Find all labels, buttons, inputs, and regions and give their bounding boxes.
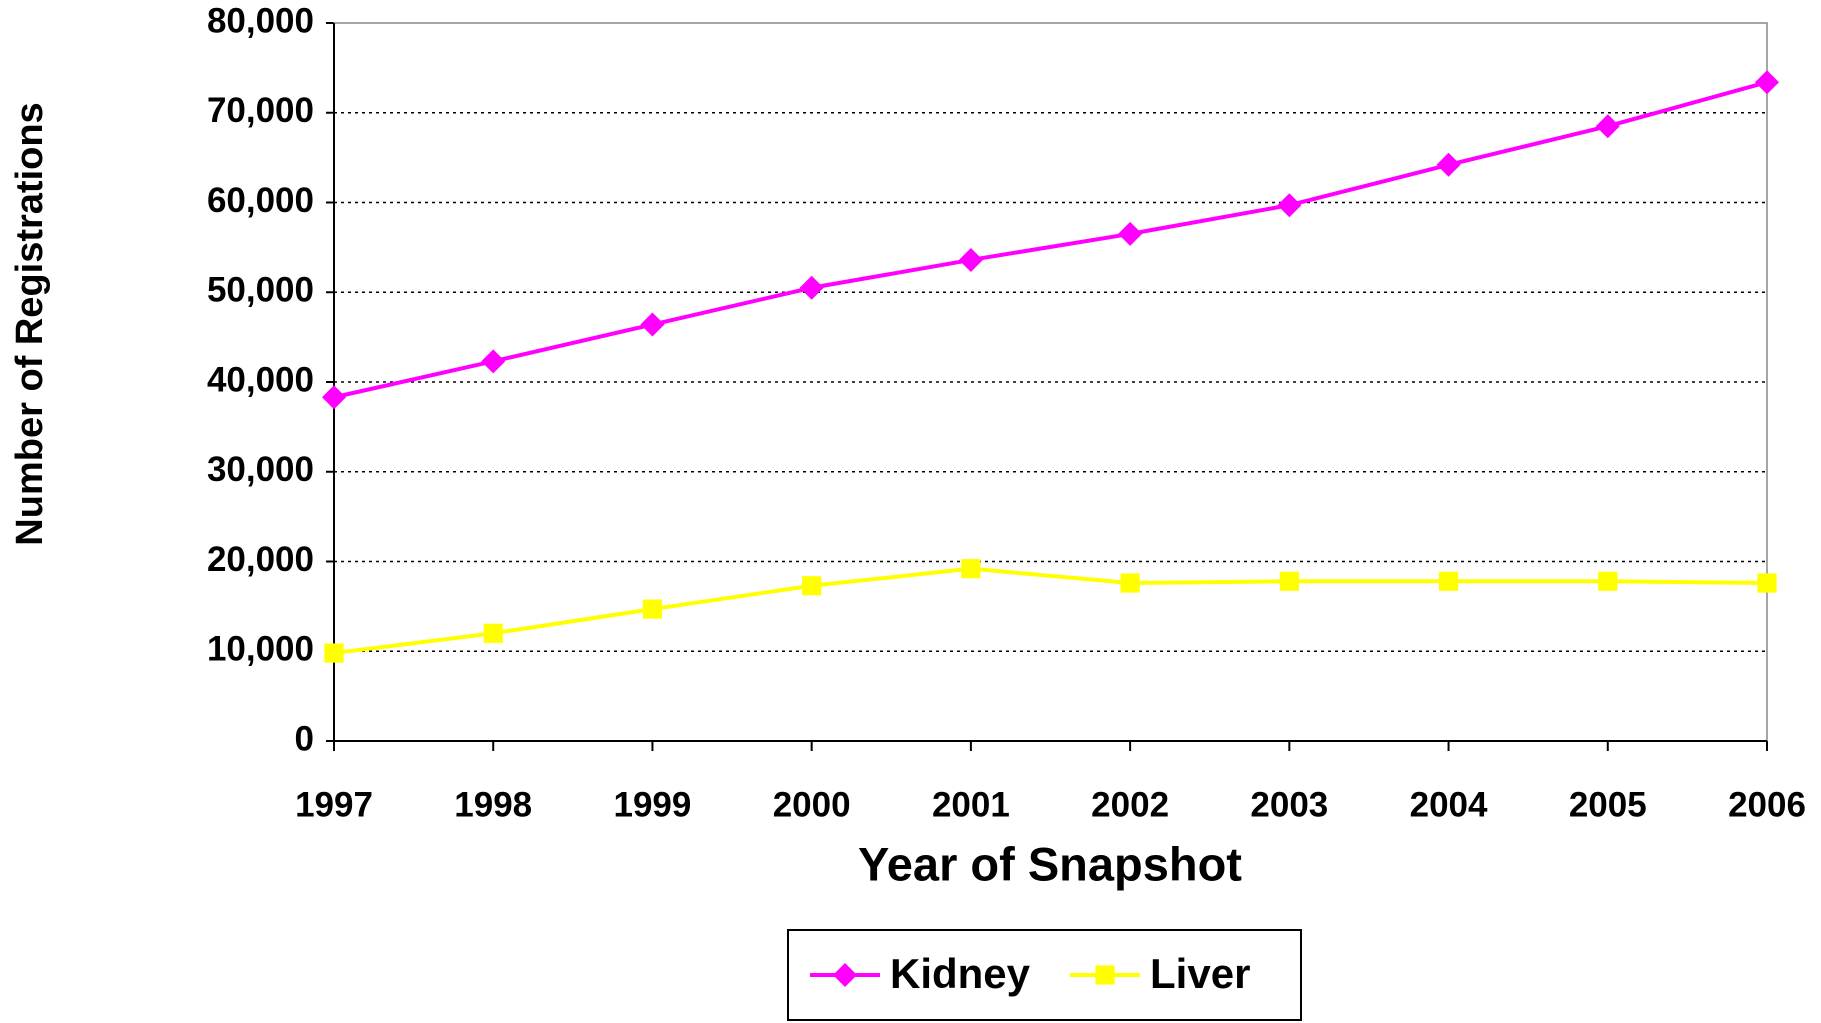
point xyxy=(1755,70,1779,95)
point xyxy=(1277,193,1302,218)
x-tick-label: 1998 xyxy=(454,785,532,824)
y-tick-label: 0 xyxy=(295,719,314,758)
point xyxy=(1120,573,1140,593)
point xyxy=(481,349,506,374)
point xyxy=(961,559,981,579)
point xyxy=(1118,221,1143,246)
y-tick-label: 40,000 xyxy=(207,360,314,399)
point xyxy=(1436,152,1461,177)
x-axis-title: Year of Snapshot xyxy=(858,837,1242,890)
y-tick-label: 60,000 xyxy=(207,181,314,220)
x-tick-label: 2003 xyxy=(1250,785,1328,824)
legend-label: Kidney xyxy=(890,950,1031,997)
y-tick-label: 70,000 xyxy=(207,91,314,130)
y-axis-title: Number of Registrations xyxy=(9,102,51,545)
series-line xyxy=(333,80,1768,400)
point xyxy=(322,385,346,410)
point xyxy=(802,576,822,596)
x-tick-label: 2002 xyxy=(1091,785,1169,824)
x-tick-label: 2001 xyxy=(932,785,1010,824)
y-tick-label: 50,000 xyxy=(207,271,314,310)
point xyxy=(1279,571,1299,591)
point xyxy=(1598,571,1618,591)
point xyxy=(799,275,824,300)
point xyxy=(958,247,983,272)
point xyxy=(483,623,503,643)
y-tick-label: 80,000 xyxy=(207,1,314,40)
legend-marker xyxy=(833,963,857,987)
point xyxy=(324,643,344,663)
x-tick-label: 2004 xyxy=(1410,785,1488,824)
y-tick-label: 30,000 xyxy=(207,450,314,489)
y-tick-label: 10,000 xyxy=(207,630,314,669)
y-tick-label: 20,000 xyxy=(207,540,314,579)
point xyxy=(1595,114,1620,139)
point xyxy=(642,599,663,619)
x-tick-label: 1997 xyxy=(295,785,373,824)
point xyxy=(1757,573,1777,593)
point xyxy=(1438,571,1459,591)
series-line xyxy=(333,566,1768,656)
x-tick-label: 2000 xyxy=(773,785,851,824)
x-tick-label: 2005 xyxy=(1569,785,1647,824)
legend-marker xyxy=(1095,965,1115,985)
x-tick-label: 1999 xyxy=(614,785,692,824)
x-tick-label: 2006 xyxy=(1728,785,1806,824)
legend-label: Liver xyxy=(1150,950,1250,997)
point xyxy=(640,312,665,337)
